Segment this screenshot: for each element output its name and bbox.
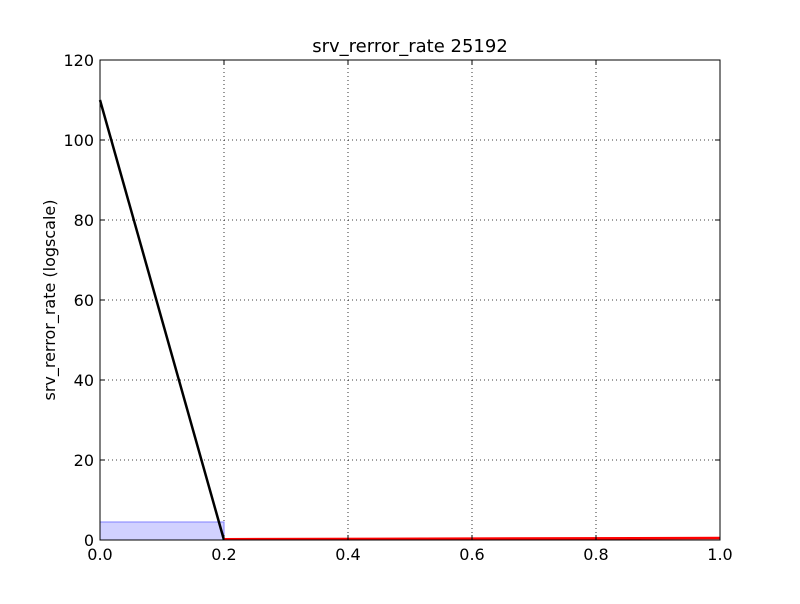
x-tick-label: 0.4: [335, 545, 360, 564]
line-layer: [98, 99, 721, 541]
x-tick-label: 0.0: [87, 545, 112, 564]
y-tick-label: 40: [74, 371, 94, 390]
histogram-bar: [99, 521, 225, 541]
tick-layer: 0.0 0.2 0.4 0.6 0.8 1.0 0 20 40 60 80 100 120: [63, 51, 732, 564]
chart-title: srv_rerror_rate 25192: [312, 36, 508, 57]
series-line-0: [98, 99, 226, 541]
y-tick-label: 0: [84, 531, 94, 550]
x-tick-label: 0.6: [459, 545, 484, 564]
y-tick-label: 60: [74, 291, 94, 310]
bar-layer: [99, 521, 225, 541]
y-tick-label: 20: [74, 451, 94, 470]
x-tick-label: 0.2: [211, 545, 236, 564]
grid-layer: [100, 60, 720, 540]
y-tick-label: 80: [74, 211, 94, 230]
y-tick-label: 100: [63, 131, 94, 150]
y-axis-label: srv_rerror_rate (logscale): [40, 199, 60, 400]
y-tick-label: 120: [63, 51, 94, 70]
x-tick-label: 0.8: [583, 545, 608, 564]
x-tick-label: 1.0: [707, 545, 732, 564]
